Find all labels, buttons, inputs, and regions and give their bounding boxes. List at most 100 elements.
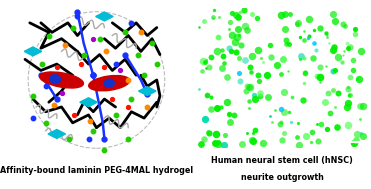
Point	[203, 66, 209, 69]
Point	[313, 74, 319, 77]
Point	[284, 42, 290, 45]
Point	[309, 131, 315, 134]
Point	[302, 72, 308, 75]
Point	[235, 16, 241, 19]
Polygon shape	[48, 129, 66, 138]
Point	[285, 70, 291, 73]
Point	[198, 142, 204, 145]
Point	[348, 94, 354, 97]
Point	[211, 9, 217, 12]
Point	[352, 33, 358, 36]
Point	[219, 49, 225, 52]
Point	[251, 93, 257, 96]
Point	[252, 129, 258, 132]
Point	[247, 86, 253, 89]
Point	[250, 131, 256, 134]
Text: Affinity-bound laminin PEG-4MAL hydrogel: Affinity-bound laminin PEG-4MAL hydrogel	[0, 166, 193, 175]
Point	[323, 64, 329, 67]
Point	[283, 39, 289, 42]
Point	[315, 139, 321, 143]
Point	[220, 54, 226, 57]
Point	[310, 56, 316, 59]
Point	[203, 58, 209, 61]
Point	[340, 53, 346, 57]
Point	[210, 15, 216, 19]
Point	[279, 121, 285, 124]
Point	[317, 66, 323, 69]
Point	[301, 56, 307, 59]
Point	[329, 48, 335, 51]
Point	[287, 12, 293, 15]
Point	[264, 74, 270, 77]
Point	[231, 114, 237, 117]
Point	[260, 60, 266, 63]
Point	[222, 134, 228, 137]
Point	[286, 43, 292, 46]
Point	[318, 122, 324, 125]
Point	[237, 11, 243, 14]
Point	[246, 106, 252, 109]
Polygon shape	[96, 12, 113, 21]
Point	[269, 120, 275, 123]
Point	[260, 141, 266, 144]
Point	[233, 41, 239, 44]
Point	[297, 36, 303, 39]
Point	[339, 61, 345, 64]
Point	[295, 121, 301, 124]
Point	[279, 138, 285, 141]
Point	[311, 42, 316, 45]
Point	[208, 95, 214, 98]
Point	[303, 135, 309, 138]
Point	[200, 59, 206, 62]
Point	[243, 90, 249, 93]
Point	[267, 43, 273, 46]
Point	[257, 91, 263, 94]
Point	[239, 44, 244, 47]
Point	[306, 17, 312, 20]
Point	[325, 92, 331, 95]
Point	[301, 30, 307, 33]
Point	[249, 54, 255, 57]
Point	[221, 143, 227, 146]
Point	[278, 14, 284, 17]
Polygon shape	[80, 98, 97, 107]
Point	[255, 48, 261, 51]
Point	[358, 50, 364, 53]
Polygon shape	[138, 87, 156, 96]
Point	[354, 77, 360, 80]
Point	[340, 22, 346, 26]
Point	[246, 100, 252, 103]
Point	[313, 48, 319, 51]
Point	[345, 86, 351, 89]
Point	[216, 140, 221, 143]
Point	[317, 27, 323, 30]
Point	[335, 92, 341, 95]
Point	[196, 26, 202, 29]
Point	[356, 77, 362, 80]
Point	[246, 85, 252, 88]
Point	[213, 133, 219, 136]
Point	[352, 28, 358, 31]
Point	[204, 93, 210, 96]
Point	[202, 118, 208, 121]
Point	[265, 96, 271, 99]
Point	[354, 133, 360, 136]
Point	[236, 71, 242, 74]
Point	[208, 55, 214, 58]
Point	[282, 27, 288, 30]
Point	[199, 69, 205, 72]
Point	[267, 55, 273, 58]
Point	[236, 57, 242, 60]
Point	[281, 91, 287, 94]
Point	[224, 101, 230, 104]
Point	[252, 128, 258, 131]
Point	[208, 107, 214, 110]
Point	[308, 141, 314, 144]
Point	[215, 35, 221, 38]
Point	[326, 41, 332, 44]
Point	[256, 80, 262, 83]
Point	[351, 141, 357, 144]
Point	[332, 19, 338, 22]
Point	[267, 115, 273, 118]
Point	[239, 142, 244, 145]
